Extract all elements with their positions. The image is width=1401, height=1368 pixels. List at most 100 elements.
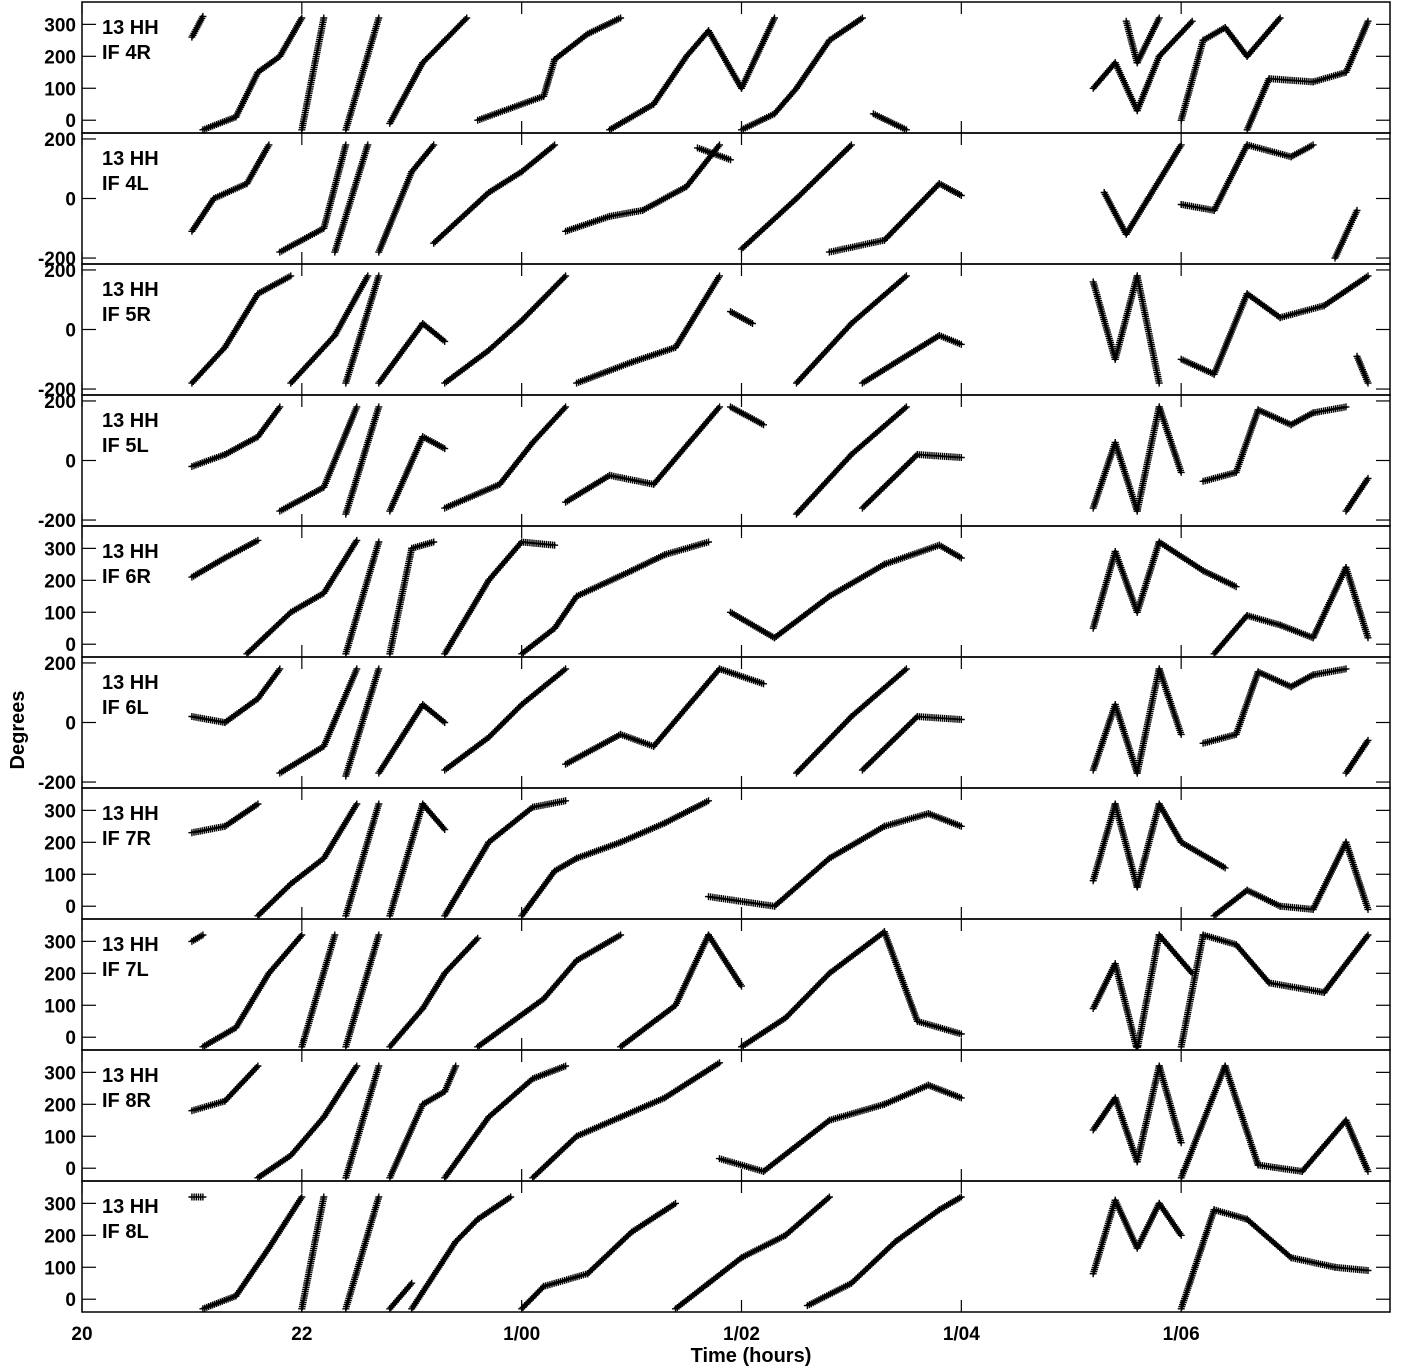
data-points bbox=[1243, 1215, 1295, 1262]
series-1 bbox=[188, 272, 295, 387]
y-tick-label: 100 bbox=[44, 996, 76, 1017]
data-points bbox=[386, 433, 427, 515]
data-points bbox=[738, 195, 800, 253]
data-points bbox=[232, 969, 273, 1032]
panel-frame bbox=[81, 394, 1391, 527]
data-points bbox=[1177, 36, 1207, 124]
data-points bbox=[825, 560, 888, 600]
data-points bbox=[518, 867, 559, 920]
data-points bbox=[628, 343, 679, 366]
data-points bbox=[738, 1014, 789, 1051]
panel-6: 200 0 -200 13 HH IF 6L bbox=[38, 654, 1391, 794]
series-9 bbox=[858, 451, 965, 512]
data-points bbox=[1133, 272, 1163, 387]
series-11 bbox=[1122, 14, 1163, 67]
data-points bbox=[1254, 668, 1295, 691]
series-7 bbox=[705, 810, 965, 910]
data-points bbox=[1133, 52, 1163, 115]
data-points bbox=[254, 880, 295, 920]
data-points bbox=[485, 168, 526, 196]
series-3 bbox=[298, 1193, 328, 1313]
data-points bbox=[705, 931, 745, 990]
data-points bbox=[243, 141, 273, 188]
data-points bbox=[793, 36, 833, 92]
series-9 bbox=[858, 332, 965, 387]
series-5 bbox=[386, 14, 471, 127]
data-points bbox=[419, 36, 449, 67]
data-points bbox=[375, 168, 416, 256]
data-points bbox=[1133, 403, 1163, 515]
series-2 bbox=[199, 14, 306, 134]
data-points bbox=[891, 1206, 943, 1246]
data-points bbox=[485, 538, 526, 584]
data-points bbox=[1243, 612, 1284, 629]
y-tick-label: 200 bbox=[44, 1095, 76, 1116]
series-3 bbox=[342, 272, 383, 387]
data-points bbox=[551, 30, 592, 63]
series-4 bbox=[386, 538, 438, 658]
y-tick-label: 200 bbox=[44, 833, 76, 854]
data-points bbox=[1155, 800, 1185, 846]
data-points bbox=[1111, 272, 1141, 363]
data-points bbox=[408, 538, 438, 552]
panel-label-baseline: 13 HH bbox=[102, 1065, 159, 1087]
panel-label-if: IF 6L bbox=[102, 697, 149, 719]
y-tick-label: 0 bbox=[65, 321, 76, 342]
series-2 bbox=[199, 1193, 306, 1313]
data-points bbox=[1155, 403, 1185, 476]
data-points bbox=[1309, 665, 1350, 679]
data-points bbox=[254, 1151, 295, 1182]
data-points bbox=[617, 1001, 679, 1051]
panel-label-if: IF 7L bbox=[102, 959, 149, 981]
series-7 bbox=[716, 665, 767, 688]
data-points bbox=[1089, 1094, 1119, 1134]
x-tick-label: 1/00 bbox=[503, 1324, 540, 1345]
data-points bbox=[1287, 141, 1317, 161]
data-points bbox=[1155, 17, 1196, 60]
panel-3: 200 0 -200 13 HH IF 5R bbox=[38, 261, 1391, 401]
series-2 bbox=[254, 1062, 361, 1182]
series-4 bbox=[342, 14, 383, 134]
y-tick-label: 200 bbox=[44, 47, 76, 68]
data-points bbox=[573, 931, 625, 964]
data-points bbox=[298, 1193, 328, 1313]
data-points bbox=[650, 665, 723, 750]
series-4 bbox=[375, 141, 438, 256]
data-points bbox=[661, 538, 712, 559]
x-tick-label: 20 bbox=[71, 1324, 92, 1345]
data-points bbox=[573, 1113, 625, 1140]
y-tick-label: 300 bbox=[44, 1194, 76, 1215]
data-points bbox=[320, 403, 361, 491]
series-5 bbox=[430, 141, 559, 247]
series-6 bbox=[518, 538, 712, 658]
data-points bbox=[847, 272, 910, 327]
data-points bbox=[342, 665, 383, 780]
data-points bbox=[803, 1279, 855, 1310]
data-points bbox=[342, 1193, 383, 1313]
data-points bbox=[1210, 612, 1251, 658]
series-3 bbox=[298, 931, 339, 1051]
data-points bbox=[771, 592, 833, 642]
data-points bbox=[935, 1193, 965, 1214]
data-points bbox=[1221, 1062, 1262, 1169]
data-points bbox=[188, 195, 218, 235]
data-points bbox=[880, 810, 932, 830]
series-6 bbox=[562, 403, 723, 506]
data-points bbox=[474, 1193, 515, 1223]
data-points bbox=[562, 212, 614, 235]
data-points bbox=[880, 928, 921, 1025]
data-points bbox=[331, 141, 372, 256]
data-points bbox=[188, 822, 229, 837]
data-points bbox=[221, 695, 262, 726]
data-points bbox=[1122, 195, 1152, 238]
data-points bbox=[540, 957, 581, 1003]
data-points bbox=[1342, 1116, 1372, 1175]
series-8 bbox=[1089, 1062, 1185, 1166]
data-points bbox=[276, 483, 328, 515]
y-tick-label: 100 bbox=[44, 603, 76, 624]
data-points bbox=[573, 358, 636, 387]
x-tick-label: 1/02 bbox=[723, 1324, 760, 1345]
data-points bbox=[825, 928, 888, 977]
series-8 bbox=[738, 141, 855, 253]
data-points bbox=[287, 1113, 328, 1159]
